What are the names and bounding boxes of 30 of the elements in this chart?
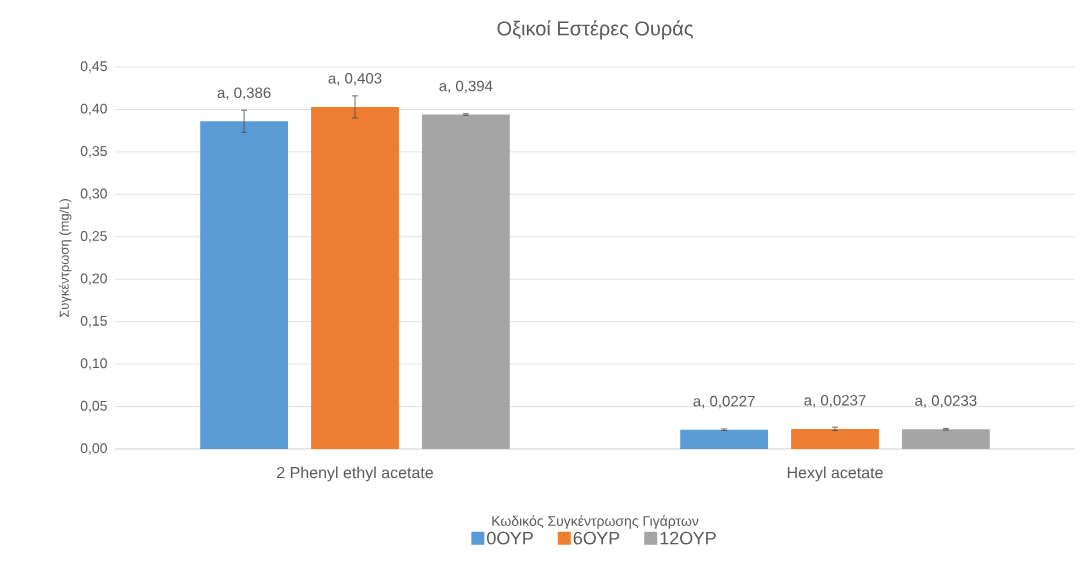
legend-label: 12ΟΥΡ bbox=[660, 531, 716, 545]
bar bbox=[901, 429, 990, 449]
y-tick-label: 0,20 bbox=[80, 273, 107, 286]
legend-title: Κωδικός Συγκέντρωσης Γιγάρτων bbox=[492, 515, 699, 529]
y-tick-label: 0,30 bbox=[80, 188, 107, 201]
y-tick-label: 0,35 bbox=[80, 146, 107, 158]
y-tick-label: 0,45 bbox=[80, 61, 107, 73]
y-tick-label: 0,40 bbox=[80, 103, 107, 116]
y-tick-label: 0,10 bbox=[80, 358, 107, 370]
data-label: a, 0,403 bbox=[328, 72, 382, 86]
data-label: a, 0,394 bbox=[439, 80, 493, 94]
data-label: a, 0,0227 bbox=[693, 395, 755, 409]
data-label: a, 0,0237 bbox=[804, 394, 866, 408]
legend-label: 0ΟΥΡ bbox=[487, 531, 533, 545]
data-label: a, 0,386 bbox=[217, 87, 271, 100]
x-tick-label: 2 Phenyl ethyl acetate bbox=[277, 466, 433, 482]
y-tick-label: 0,05 bbox=[80, 400, 107, 413]
y-tick-label: 0,15 bbox=[80, 315, 107, 328]
legend-label: 6ΟΥΡ bbox=[573, 531, 620, 545]
bar bbox=[680, 429, 769, 449]
x-tick-label: Hexyl acetate bbox=[787, 466, 883, 482]
data-label: a, 0,0233 bbox=[915, 395, 977, 408]
bar bbox=[200, 121, 289, 449]
chart-title: Οξικοί Εστέρες Ουράς bbox=[497, 20, 693, 40]
y-tick-label: 0,00 bbox=[80, 443, 107, 455]
bar bbox=[311, 106, 399, 449]
y-tick-label: 0,25 bbox=[80, 230, 107, 243]
y-axis-title: Συγκέντρωση (mg/L) bbox=[58, 199, 72, 318]
bar bbox=[421, 114, 510, 449]
bar bbox=[791, 428, 879, 449]
